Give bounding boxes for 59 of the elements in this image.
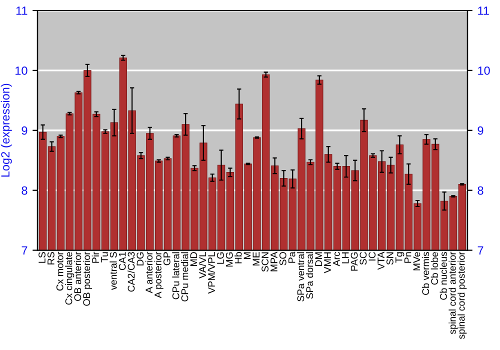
x-tick-label: CPu lateral [172, 252, 180, 300]
x-tick-label: M [244, 252, 251, 259]
y2-tick-label: 9 [478, 126, 484, 135]
x-tick-label: VA/VL [198, 252, 206, 278]
y2-tick-label: 8 [478, 186, 484, 195]
x-tick-label: VMH [324, 252, 331, 274]
x-tick-label: CA1 [118, 252, 126, 270]
x-tick-label: spinal cord anterior [448, 252, 458, 334]
y-tick-label: 11 [16, 6, 28, 15]
x-tick-label: LS [38, 252, 46, 263]
x-tick-label: DG [136, 252, 144, 266]
x-tick-label: Cb vermis [422, 252, 430, 295]
x-tick-label: DM [315, 252, 322, 266]
x-tick-label: MG [226, 252, 233, 266]
x-tick-label: SCN [262, 252, 268, 272]
x-tick-label: Cb nucleus [440, 252, 447, 300]
y-tick-label: 9 [22, 126, 28, 135]
x-tick-label: Pa [288, 252, 296, 263]
x-tick-label: A anterior [145, 252, 153, 294]
x-tick-label: Arc [333, 252, 340, 266]
y2-tick-label: 11 [478, 6, 489, 15]
y-axis-title: Log2 (expression) [0, 84, 12, 177]
x-tick-label: OB anterior [74, 252, 82, 301]
x-tick-label: Cb lobe [430, 252, 438, 285]
x-tick-label: spinal cord posterior [458, 252, 467, 339]
x-tick-label: SO [279, 252, 286, 266]
y2-tick-label: 10 [478, 66, 490, 75]
x-tick-label: GP [163, 252, 170, 266]
x-tick-label: RS [48, 252, 54, 264]
x-tick-label: VPM/VPL [208, 252, 215, 294]
x-tick-label: ME [252, 252, 260, 266]
x-tick-label: A posterior [154, 252, 164, 298]
x-tick-label: MD [190, 252, 198, 266]
x-tick-label: MVe [413, 252, 420, 270]
x-tick-label: Tu [101, 252, 108, 262]
x-tick-label: VTA [378, 252, 384, 270]
x-tick-label: PAG [350, 252, 358, 271]
x-tick-label: Cx cingulate [65, 252, 74, 305]
x-tick-label: SPa ventral [297, 252, 304, 302]
y-tick-label: 7 [22, 246, 28, 255]
x-tick-label: ventral S [110, 252, 117, 290]
x-tick-label: Pir [92, 252, 99, 263]
x-tick-label: Pn [404, 252, 412, 263]
x-tick-label: MPA [270, 252, 278, 272]
x-tick-label: SPa dorsal [306, 252, 314, 299]
x-tick-label: CPu medial [181, 252, 188, 302]
x-tick-label: SC [360, 252, 367, 265]
x-tick-label: Cx motor [56, 252, 64, 291]
x-tick-label: OB posterior [82, 252, 92, 306]
x-tick-label: LG [217, 252, 224, 264]
x-tick-label: IC [368, 252, 376, 260]
x-tick-label: Hb [234, 252, 242, 264]
x-tick-label: CA2/CA3 [128, 252, 135, 292]
x-tick-label: LH [342, 252, 349, 264]
y-tick-label: 10 [16, 66, 28, 75]
x-tick-label: Tg [396, 252, 404, 263]
y-tick-label: 8 [22, 186, 28, 195]
x-tick-label: SN [386, 252, 394, 265]
y2-tick-label: 7 [478, 246, 484, 255]
